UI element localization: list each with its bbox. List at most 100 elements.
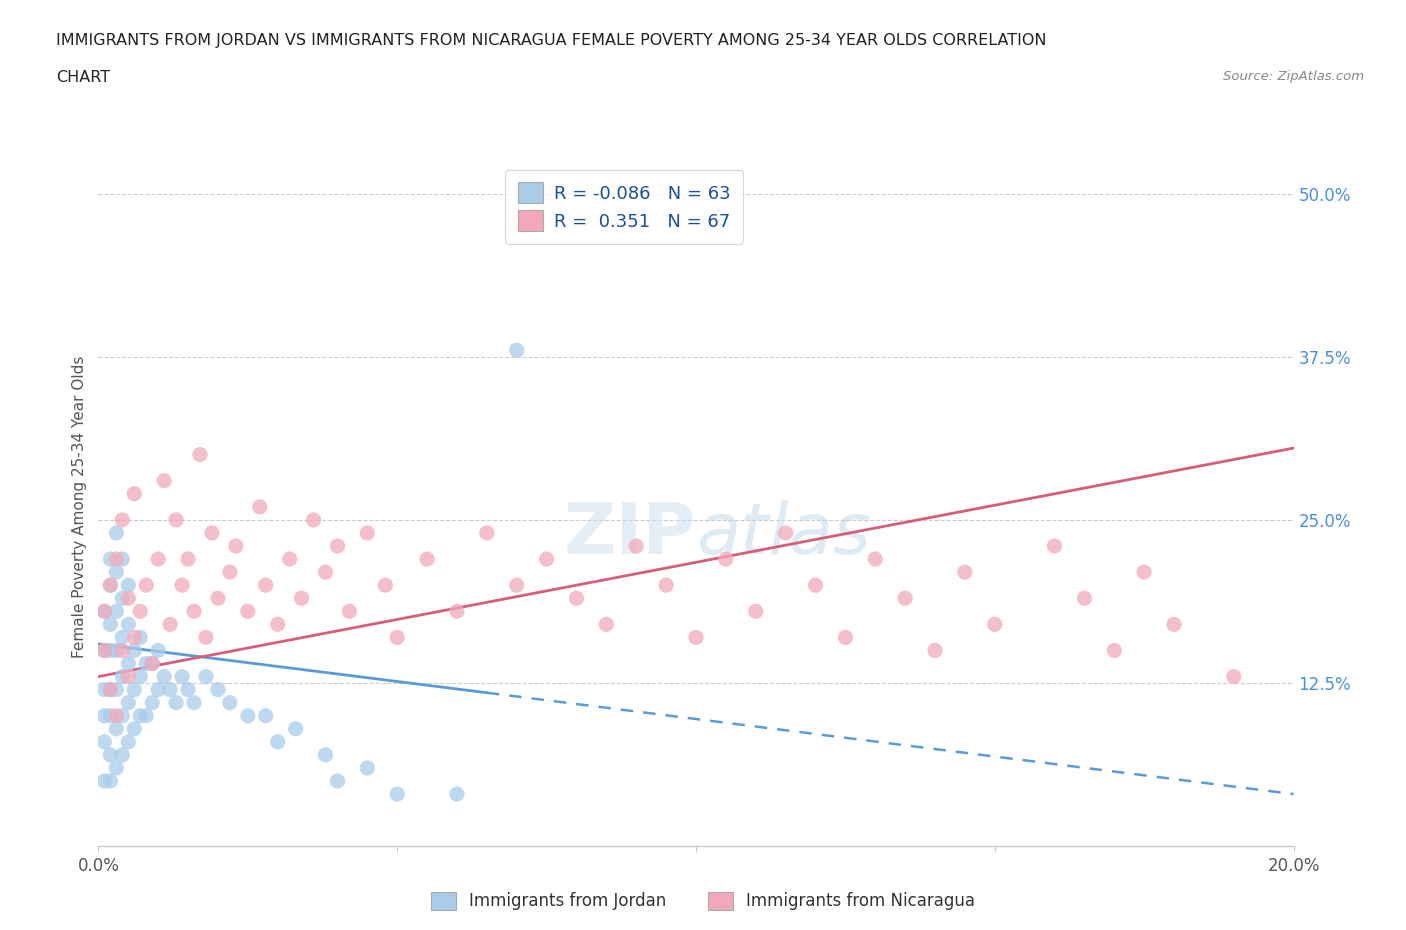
Text: ZIP: ZIP bbox=[564, 499, 696, 568]
Point bbox=[111, 748, 134, 763]
Point bbox=[172, 670, 194, 684]
Point bbox=[183, 696, 205, 711]
Point bbox=[117, 670, 139, 684]
Point bbox=[111, 551, 134, 566]
Point bbox=[177, 551, 200, 566]
Text: Source: ZipAtlas.com: Source: ZipAtlas.com bbox=[1223, 70, 1364, 83]
Point bbox=[475, 525, 498, 540]
Point bbox=[93, 604, 115, 618]
Point bbox=[129, 670, 152, 684]
Point bbox=[834, 630, 856, 644]
Point bbox=[141, 656, 163, 671]
Point bbox=[201, 525, 224, 540]
Point bbox=[284, 722, 307, 737]
Point bbox=[124, 722, 146, 737]
Point bbox=[111, 630, 134, 644]
Point bbox=[148, 643, 170, 658]
Point bbox=[219, 565, 242, 579]
Point bbox=[326, 774, 349, 789]
Point bbox=[183, 604, 205, 618]
Point bbox=[714, 551, 737, 566]
Point bbox=[105, 683, 128, 698]
Point bbox=[339, 604, 360, 618]
Point bbox=[865, 551, 887, 566]
Point bbox=[105, 761, 128, 776]
Point bbox=[655, 578, 678, 592]
Point bbox=[1223, 670, 1246, 684]
Text: CHART: CHART bbox=[56, 70, 110, 85]
Point bbox=[93, 774, 115, 789]
Point bbox=[775, 525, 797, 540]
Point bbox=[93, 709, 115, 724]
Point bbox=[93, 604, 115, 618]
Point bbox=[98, 578, 122, 592]
Point bbox=[894, 591, 917, 605]
Point bbox=[105, 643, 128, 658]
Point bbox=[111, 512, 134, 527]
Legend: R = -0.086   N = 63, R =  0.351   N = 67: R = -0.086 N = 63, R = 0.351 N = 67 bbox=[505, 169, 744, 244]
Point bbox=[165, 512, 187, 527]
Point bbox=[188, 447, 211, 462]
Point bbox=[165, 696, 187, 711]
Point bbox=[302, 512, 325, 527]
Point bbox=[953, 565, 976, 579]
Point bbox=[172, 578, 194, 592]
Point bbox=[254, 709, 277, 724]
Point bbox=[983, 617, 1005, 631]
Point bbox=[536, 551, 558, 566]
Point bbox=[93, 735, 115, 750]
Point bbox=[153, 670, 176, 684]
Point bbox=[385, 630, 409, 644]
Point bbox=[356, 525, 378, 540]
Point bbox=[98, 709, 122, 724]
Point bbox=[148, 551, 170, 566]
Point bbox=[290, 591, 312, 605]
Point bbox=[315, 565, 337, 579]
Point bbox=[236, 709, 259, 724]
Point bbox=[93, 643, 115, 658]
Point bbox=[98, 748, 122, 763]
Point bbox=[141, 696, 163, 711]
Point bbox=[207, 591, 229, 605]
Point bbox=[124, 486, 146, 501]
Point bbox=[1073, 591, 1095, 605]
Point bbox=[624, 538, 647, 553]
Point bbox=[105, 525, 128, 540]
Point bbox=[565, 591, 588, 605]
Point bbox=[225, 538, 247, 553]
Point bbox=[1163, 617, 1185, 631]
Point bbox=[141, 656, 163, 671]
Point bbox=[1133, 565, 1156, 579]
Point bbox=[105, 722, 128, 737]
Point bbox=[446, 787, 468, 802]
Point bbox=[124, 683, 146, 698]
Point bbox=[117, 617, 139, 631]
Point bbox=[117, 591, 139, 605]
Point bbox=[315, 748, 337, 763]
Point bbox=[385, 787, 409, 802]
Point bbox=[267, 735, 290, 750]
Point bbox=[111, 643, 134, 658]
Text: IMMIGRANTS FROM JORDAN VS IMMIGRANTS FROM NICARAGUA FEMALE POVERTY AMONG 25-34 Y: IMMIGRANTS FROM JORDAN VS IMMIGRANTS FRO… bbox=[56, 33, 1046, 47]
Point bbox=[254, 578, 277, 592]
Point bbox=[105, 604, 128, 618]
Point bbox=[219, 696, 242, 711]
Point bbox=[326, 538, 349, 553]
Point bbox=[111, 591, 134, 605]
Point bbox=[374, 578, 396, 592]
Point bbox=[177, 683, 200, 698]
Point bbox=[1043, 538, 1066, 553]
Point bbox=[356, 761, 378, 776]
Point bbox=[267, 617, 290, 631]
Point bbox=[804, 578, 827, 592]
Point bbox=[416, 551, 439, 566]
Point bbox=[129, 630, 152, 644]
Point bbox=[595, 617, 617, 631]
Point bbox=[506, 343, 529, 358]
Point bbox=[124, 630, 146, 644]
Point bbox=[236, 604, 259, 618]
Text: atlas: atlas bbox=[696, 499, 870, 568]
Point bbox=[98, 551, 122, 566]
Point bbox=[117, 696, 139, 711]
Point bbox=[111, 709, 134, 724]
